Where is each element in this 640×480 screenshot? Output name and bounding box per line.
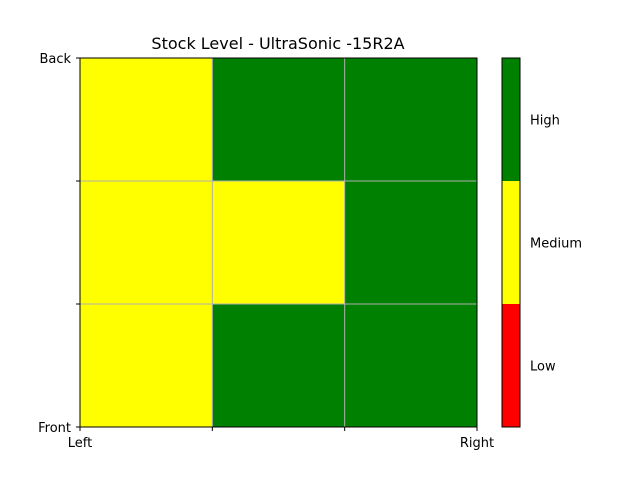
heat-cell-back-middle — [212, 58, 345, 181]
colorbar: Low Medium High — [501, 57, 582, 428]
y-tick-label: Front — [38, 421, 71, 436]
heat-cell-back-right — [344, 58, 477, 181]
heatmap-cells — [80, 58, 477, 427]
colorbar-segment-medium — [502, 181, 520, 304]
heat-cell-middle-middle — [212, 181, 345, 304]
colorbar-label-low: Low — [530, 360, 556, 375]
plot-frame — [79, 57, 478, 428]
x-axis: Left Right — [68, 427, 494, 451]
x-tick-label: Right — [460, 436, 494, 451]
colorbar-label-high: High — [530, 114, 560, 129]
y-axis: Back Front — [38, 52, 80, 436]
colorbar-segment-high — [502, 58, 520, 181]
heat-cell-middle-right — [344, 181, 477, 304]
colorbar-label-medium: Medium — [530, 237, 582, 252]
colorbar-frame — [501, 57, 521, 428]
y-tick-label: Back — [39, 52, 71, 67]
x-tick-label: Left — [68, 436, 92, 451]
heat-cell-front-middle — [212, 304, 345, 427]
heat-cell-front-left — [80, 304, 213, 427]
heatmap-grid — [80, 58, 477, 427]
heat-cell-middle-left — [80, 181, 213, 304]
chart-title: Stock Level - UltraSonic -15R2A — [151, 34, 404, 53]
colorbar-segment-low — [502, 304, 520, 427]
heat-cell-back-left — [80, 58, 213, 181]
heat-cell-front-right — [344, 304, 477, 427]
